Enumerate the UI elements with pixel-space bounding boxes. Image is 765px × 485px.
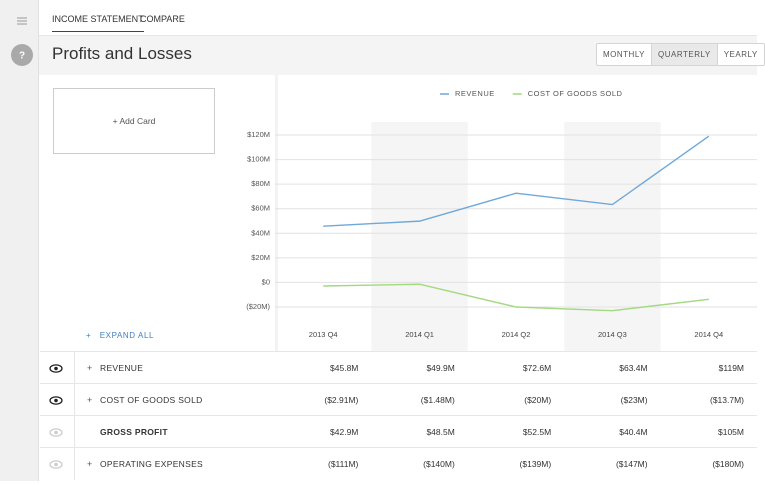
x-tick-label: 2014 Q2: [502, 330, 531, 339]
cell-value: ($147M): [615, 459, 648, 469]
cell-value: ($23M): [620, 395, 648, 405]
table-row: GROSS PROFIT $42.9M $48.5M $52.5M $40.4M $105…: [40, 415, 757, 448]
x-tick-label: 2013 Q4: [309, 330, 338, 339]
cell-value: ($139M): [519, 459, 552, 469]
y-tick-label: $60M: [251, 204, 270, 213]
eye-toggle[interactable]: [40, 416, 75, 448]
expand-all-label: EXPAND ALL: [99, 331, 155, 340]
tab[interactable]: INCOME STATEMENT: [52, 14, 144, 32]
cell-value: ($2.91M): [324, 395, 359, 405]
x-tick-label: 2014 Q1: [405, 330, 434, 339]
table-row: + COST OF GOODS SOLD ($2.91M) ($1.48M) ($20M…: [40, 383, 757, 416]
cell-value: $48.5M: [426, 427, 455, 437]
eye-icon: [49, 428, 63, 437]
table-row: + OPERATING EXPENSES ($111M) ($140M) ($139M)…: [40, 447, 757, 480]
top-bar: [39, 0, 757, 36]
series-line: [323, 283, 709, 312]
series-line: [323, 135, 710, 227]
y-tick-label: $20M: [251, 253, 270, 262]
period-button[interactable]: YEARLY: [716, 44, 764, 65]
cell-value: $52.5M: [522, 427, 552, 437]
legend-label: COST OF GOODS SOLD: [528, 89, 623, 98]
column-shade: [564, 122, 661, 351]
eye-toggle[interactable]: [40, 448, 75, 480]
cell-value: ($20M): [524, 395, 552, 405]
cell-value: $45.8M: [330, 363, 359, 373]
cell-value: ($1.48M): [420, 395, 455, 405]
expand-row[interactable]: +: [87, 459, 93, 469]
chart: ($20M) $0 $20M $40M $60M $80M $100M $120M 2013 Q…: [246, 75, 757, 351]
row-label: REVENUE: [100, 363, 144, 373]
period-button[interactable]: QUARTERLY: [651, 44, 717, 65]
plus-icon: +: [86, 331, 100, 340]
expand-row[interactable]: +: [87, 395, 93, 405]
cell-value: $40.4M: [619, 427, 648, 437]
expand-all[interactable]: + EXPAND ALL: [86, 331, 154, 340]
cell-value: ($140M): [423, 459, 455, 469]
y-tick-label: $100M: [247, 155, 270, 164]
legend-label: REVENUE: [455, 89, 495, 98]
chart-bg-edge: [275, 75, 278, 351]
column-shade: [371, 122, 468, 351]
cell-value: ($180M): [712, 459, 744, 469]
y-tick-label: $120M: [247, 130, 270, 139]
cell-value: $72.6M: [522, 363, 552, 373]
table-row: + REVENUE $45.8M $49.9M $72.6M $63.4M $119M: [40, 351, 757, 384]
eye-icon: [49, 364, 63, 373]
cell-value: $42.9M: [330, 427, 359, 437]
tab[interactable]: COMPARE: [140, 14, 185, 24]
help-icon[interactable]: [11, 44, 33, 66]
eye-icon: [49, 396, 63, 405]
page-title: Profits and Losses: [52, 44, 192, 63]
sidebar-icons: ?: [11, 17, 33, 66]
y-tick-label: $0: [262, 277, 270, 286]
menu-icon[interactable]: [17, 17, 27, 25]
y-tick-label: ($20M): [246, 302, 270, 311]
sidebar: ?: [0, 0, 39, 481]
cell-value: $119M: [718, 363, 744, 373]
row-label: OPERATING EXPENSES: [100, 459, 204, 469]
expand-row[interactable]: +: [87, 363, 93, 373]
cell-value: $105M: [718, 427, 744, 437]
y-tick-label: $40M: [251, 228, 270, 237]
period-switch: MONTHLY QUARTERLY YEARLY: [596, 43, 765, 66]
cell-value: ($13.7M): [709, 395, 744, 405]
svg-text:?: ?: [19, 51, 25, 62]
cell-value: $63.4M: [619, 363, 648, 373]
row-label: GROSS PROFIT: [100, 427, 168, 437]
period-button[interactable]: MONTHLY: [603, 50, 646, 59]
y-tick-label: $80M: [251, 179, 270, 188]
row-label: COST OF GOODS SOLD: [100, 395, 203, 405]
x-tick-label: 2014 Q4: [694, 330, 723, 339]
eye-toggle[interactable]: [40, 352, 75, 384]
cell-value: ($111M): [328, 459, 359, 469]
x-tick-label: 2014 Q3: [598, 330, 627, 339]
cell-value: $49.9M: [426, 363, 455, 373]
add-card[interactable]: + Add Card: [53, 88, 215, 154]
eye-toggle[interactable]: [40, 384, 75, 416]
eye-icon: [49, 460, 63, 469]
